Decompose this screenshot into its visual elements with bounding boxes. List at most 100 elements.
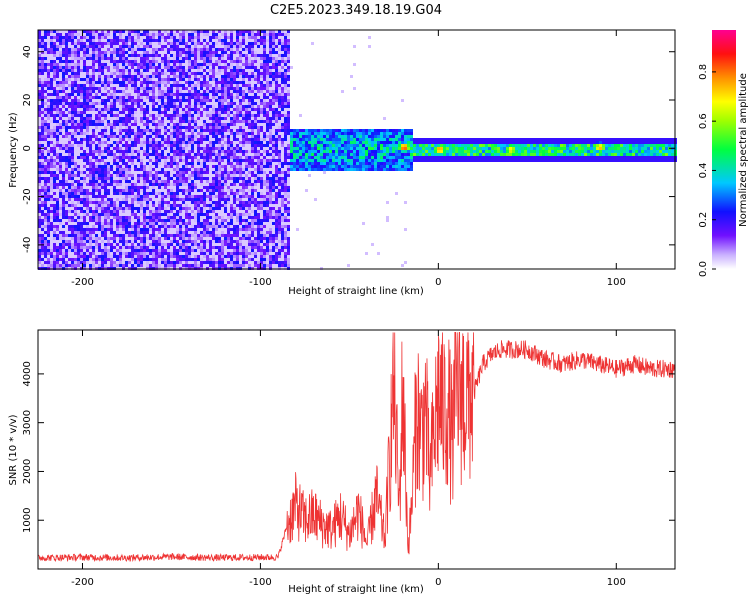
spectrogram-cell bbox=[218, 168, 221, 171]
spectrogram-cell bbox=[209, 87, 212, 90]
spectrogram-cell bbox=[218, 222, 221, 225]
spectrogram-cell bbox=[137, 225, 140, 228]
spectrogram-cell bbox=[218, 216, 221, 219]
spectrogram-cell bbox=[41, 225, 44, 228]
spectrogram-cell bbox=[119, 63, 122, 66]
spectrogram-cell bbox=[98, 126, 101, 129]
spectrogram-cell bbox=[173, 78, 176, 81]
spectrogram-cell bbox=[161, 54, 164, 57]
spectrogram-cell bbox=[221, 252, 224, 255]
spectrogram-cell bbox=[101, 183, 104, 186]
spectrogram-cell bbox=[71, 162, 74, 165]
spectrogram-cell bbox=[65, 72, 68, 75]
spectrogram-cell bbox=[101, 147, 104, 150]
spectrogram-cell bbox=[137, 84, 140, 87]
spectrogram-cell bbox=[176, 30, 179, 33]
spectrogram-cell bbox=[110, 165, 113, 168]
spectrogram-cell bbox=[194, 126, 197, 129]
spectrogram-cell bbox=[197, 162, 200, 165]
spectrogram-cell bbox=[152, 96, 155, 99]
spectrogram-cell bbox=[146, 90, 149, 93]
spectrogram-cell bbox=[59, 129, 62, 132]
spectrogram-cell bbox=[209, 78, 212, 81]
spectrogram-cell bbox=[215, 243, 218, 246]
spectrogram-cell bbox=[86, 195, 89, 198]
spectrogram-cell bbox=[209, 189, 212, 192]
spectrogram-cell bbox=[212, 177, 215, 180]
spectrogram-cell bbox=[197, 105, 200, 108]
spectrogram-cell bbox=[131, 195, 134, 198]
spectrogram-cell bbox=[134, 189, 137, 192]
spectrogram-cell bbox=[56, 33, 59, 36]
spectrogram-cell bbox=[110, 207, 113, 210]
spectrogram-cell bbox=[104, 96, 107, 99]
spectrogram-cell bbox=[176, 207, 179, 210]
spectrogram-cell bbox=[47, 237, 50, 240]
spectrogram-cell bbox=[155, 78, 158, 81]
spectrogram-cell bbox=[194, 63, 197, 66]
spectrogram-cell bbox=[107, 87, 110, 90]
spectrogram-cell bbox=[80, 189, 83, 192]
spectrogram-cell bbox=[53, 243, 56, 246]
spectrogram-cell bbox=[152, 126, 155, 129]
spectrogram-cell bbox=[182, 75, 185, 78]
spectrogram-cell bbox=[50, 192, 53, 195]
spectrogram-cell bbox=[119, 69, 122, 72]
spectrogram-cell bbox=[95, 147, 98, 150]
spectrogram-cell bbox=[83, 120, 86, 123]
spectrogram-cell bbox=[92, 48, 95, 51]
spectrogram-cell bbox=[119, 156, 122, 159]
spectrogram-cell bbox=[71, 60, 74, 63]
spectrogram-cell bbox=[215, 72, 218, 75]
spectrogram-cell bbox=[125, 192, 128, 195]
spectrogram-cell bbox=[92, 201, 95, 204]
spectrogram-cell bbox=[209, 30, 212, 33]
spectrogram-cell bbox=[149, 84, 152, 87]
spectrogram-cell bbox=[71, 39, 74, 42]
spectrogram-cell bbox=[173, 45, 176, 48]
spectrogram-cell bbox=[110, 225, 113, 228]
spectrogram-cell bbox=[221, 135, 224, 138]
spectrogram-cell bbox=[44, 150, 47, 153]
spectrogram-cell bbox=[41, 156, 44, 159]
spectrogram-cell bbox=[197, 195, 200, 198]
spectrogram-cell bbox=[212, 75, 215, 78]
spectrogram-cell bbox=[62, 168, 65, 171]
spectrogram-cell bbox=[98, 207, 101, 210]
spectrogram-cell bbox=[71, 198, 74, 201]
spectrogram-cell bbox=[146, 57, 149, 60]
spectrogram-cell bbox=[50, 207, 53, 210]
spectrogram-cell bbox=[107, 165, 110, 168]
spectrogram-cell bbox=[89, 102, 92, 105]
spectrogram-cell bbox=[89, 105, 92, 108]
spectrogram-cell bbox=[74, 213, 77, 216]
spectrogram-cell bbox=[74, 207, 77, 210]
spectrogram-cell bbox=[77, 36, 80, 39]
spectrogram-cell bbox=[128, 261, 131, 264]
spectrogram-cell bbox=[62, 189, 65, 192]
spectrogram-cell bbox=[140, 42, 143, 45]
spectrogram-cell bbox=[161, 252, 164, 255]
spectrogram-cell bbox=[152, 225, 155, 228]
spectrogram-cell bbox=[44, 177, 47, 180]
spectrogram-cell bbox=[194, 243, 197, 246]
spectrogram-cell bbox=[119, 225, 122, 228]
spectrogram-cell bbox=[167, 111, 170, 114]
spectrogram-cell bbox=[221, 108, 224, 111]
spectrogram-cell bbox=[68, 252, 71, 255]
spectrogram-cell bbox=[152, 222, 155, 225]
spectrogram-cell bbox=[116, 249, 119, 252]
spectrogram-cell bbox=[155, 186, 158, 189]
spectrogram-cell bbox=[185, 258, 188, 261]
spectrogram-cell bbox=[209, 228, 212, 231]
spectrogram-cell bbox=[50, 228, 53, 231]
spectrogram-cell bbox=[128, 87, 131, 90]
spectrogram-cell bbox=[215, 84, 218, 87]
spectrogram-cell bbox=[74, 51, 77, 54]
spectrogram-cell bbox=[86, 39, 89, 42]
spectrogram-cell bbox=[47, 180, 50, 183]
spectrogram-cell bbox=[164, 96, 167, 99]
spectrogram-cell bbox=[38, 192, 41, 195]
spectrogram-cell bbox=[224, 33, 227, 36]
spectrogram-cell bbox=[53, 195, 56, 198]
